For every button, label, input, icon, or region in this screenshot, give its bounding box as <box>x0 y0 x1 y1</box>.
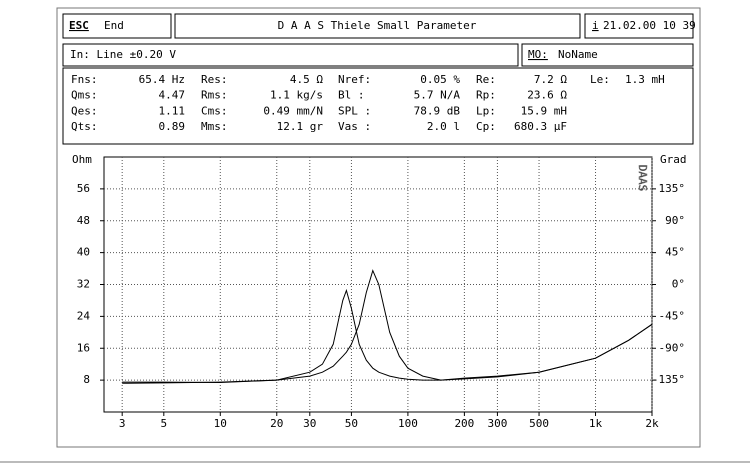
param-value: 0.89 <box>159 120 186 133</box>
y2-tick-label: 45° <box>665 246 685 259</box>
x-tick-label: 10 <box>214 417 227 430</box>
param-value: 15.9 mH <box>521 104 567 117</box>
param-value: 0.49 mm/N <box>263 104 323 117</box>
param-label: Rms: <box>201 89 228 102</box>
info-icon[interactable]: i <box>592 19 599 32</box>
param-value: 4.5 Ω <box>290 73 323 86</box>
y-tick-label: 40 <box>77 246 90 259</box>
param-label: Qms: <box>71 89 98 102</box>
y-axis-label: Ohm <box>72 153 92 166</box>
param-value: 2.0 l <box>427 120 460 133</box>
param-label: Lp: <box>476 104 496 117</box>
param-label: Vas : <box>338 120 371 133</box>
y2-tick-label: 0° <box>672 278 685 291</box>
esc-box[interactable] <box>62 13 172 39</box>
impedance-curve <box>122 288 653 384</box>
input-source: In: Line ±0.20 V <box>70 48 176 61</box>
param-value: 0.05 % <box>420 73 460 86</box>
y2-tick-label: -90° <box>659 341 686 354</box>
param-value: 5.7 N/A <box>414 89 461 102</box>
title: D A A S Thiele Small Parameter <box>278 19 477 32</box>
datetime: 21.02.00 10 39 <box>603 19 696 32</box>
param-label: Fns: <box>71 73 98 86</box>
y2-tick-label: 90° <box>665 214 685 227</box>
y-tick-label: 8 <box>83 373 90 386</box>
y2-tick-label: 135° <box>659 182 686 195</box>
param-label: Res: <box>201 73 228 86</box>
param-value: 1.3 mH <box>625 73 665 86</box>
x-tick-label: 300 <box>487 417 507 430</box>
param-value: 4.47 <box>159 89 186 102</box>
watermark: DAAS <box>636 165 649 192</box>
x-tick-label: 5 <box>160 417 167 430</box>
param-value: 23.6 Ω <box>527 89 567 102</box>
param-label: Cp: <box>476 120 496 133</box>
mo-box <box>521 43 694 67</box>
param-label: Rp: <box>476 89 496 102</box>
impedance-curve <box>122 269 653 384</box>
x-tick-label: 100 <box>398 417 418 430</box>
end-label[interactable]: End <box>104 19 124 32</box>
x-tick-label: 1k <box>589 417 603 430</box>
param-label: Mms: <box>201 120 228 133</box>
param-value: 12.1 gr <box>277 120 324 133</box>
param-value: 65.4 Hz <box>139 73 185 86</box>
y-tick-label: 48 <box>77 214 90 227</box>
param-label: Le: <box>590 73 610 86</box>
title-box <box>174 13 581 39</box>
y-tick-label: 32 <box>77 278 90 291</box>
param-value: 680.3 µF <box>514 120 567 133</box>
param-value: 1.1 kg/s <box>270 89 323 102</box>
param-label: Nref: <box>338 73 371 86</box>
param-value: 1.11 <box>159 104 186 117</box>
esc-key[interactable]: ESC <box>69 19 89 32</box>
y-tick-label: 16 <box>77 341 90 354</box>
mo-value: NoName <box>558 48 598 61</box>
x-tick-label: 500 <box>529 417 549 430</box>
param-value: 7.2 Ω <box>534 73 567 86</box>
param-label: SPL : <box>338 104 371 117</box>
param-label: Cms: <box>201 104 228 117</box>
input-box <box>62 43 519 67</box>
y2-tick-label: -45° <box>659 309 686 322</box>
x-tick-label: 3 <box>119 417 126 430</box>
param-label: Qes: <box>71 104 98 117</box>
params-box <box>62 67 694 145</box>
date-box <box>584 13 694 39</box>
y-tick-label: 24 <box>77 309 91 322</box>
param-label: Bl : <box>338 89 365 102</box>
x-tick-label: 50 <box>345 417 358 430</box>
y2-tick-label: -135° <box>652 373 685 386</box>
x-tick-label: 20 <box>270 417 283 430</box>
y2-axis-label: Grad <box>660 153 687 166</box>
x-tick-label: 2k <box>645 417 659 430</box>
x-tick-label: 200 <box>454 417 474 430</box>
mo-label: MO: <box>528 48 548 61</box>
y-tick-label: 56 <box>77 182 90 195</box>
param-label: Qts: <box>71 120 98 133</box>
param-value: 78.9 dB <box>414 104 461 117</box>
x-tick-label: 30 <box>303 417 316 430</box>
param-label: Re: <box>476 73 496 86</box>
